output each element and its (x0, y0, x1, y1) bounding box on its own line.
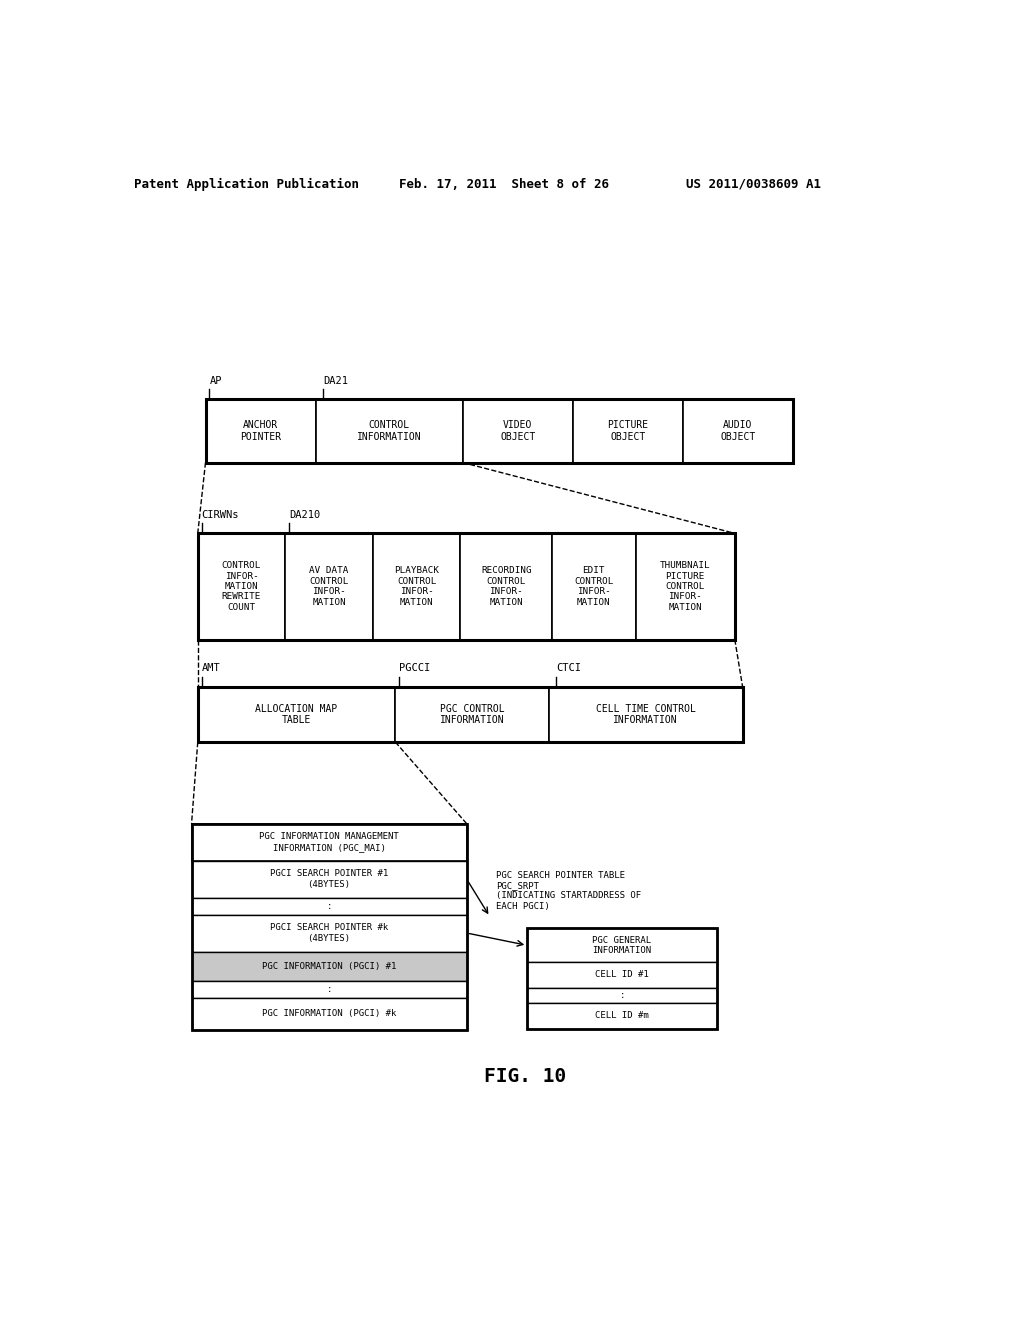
Text: CELL ID #m: CELL ID #m (595, 1011, 649, 1020)
FancyBboxPatch shape (527, 962, 717, 987)
FancyBboxPatch shape (191, 824, 467, 861)
FancyBboxPatch shape (636, 533, 735, 640)
Text: EDIT
CONTROL
INFOR-
MATION: EDIT CONTROL INFOR- MATION (574, 566, 613, 607)
Text: :: : (327, 902, 332, 911)
FancyBboxPatch shape (683, 400, 793, 462)
FancyBboxPatch shape (461, 533, 552, 640)
Text: ALLOCATION MAP
TABLE: ALLOCATION MAP TABLE (255, 704, 338, 725)
Text: PGC INFORMATION MANAGEMENT
INFORMATION (PGC_MAI): PGC INFORMATION MANAGEMENT INFORMATION (… (259, 833, 399, 851)
FancyBboxPatch shape (206, 400, 315, 462)
Text: AUDIO
OBJECT: AUDIO OBJECT (720, 420, 756, 442)
FancyBboxPatch shape (191, 998, 467, 1030)
FancyBboxPatch shape (286, 533, 373, 640)
Text: AV DATA
CONTROL
INFOR-
MATION: AV DATA CONTROL INFOR- MATION (309, 566, 349, 607)
Text: THUMBNAIL
PICTURE
CONTROL
INFOR-
MATION: THUMBNAIL PICTURE CONTROL INFOR- MATION (659, 561, 711, 611)
Text: RECORDING
CONTROL
INFOR-
MATION: RECORDING CONTROL INFOR- MATION (481, 566, 531, 607)
FancyBboxPatch shape (191, 915, 467, 952)
Text: CELL ID #1: CELL ID #1 (595, 970, 649, 979)
FancyBboxPatch shape (191, 898, 467, 915)
Text: US 2011/0038609 A1: US 2011/0038609 A1 (686, 178, 821, 190)
Text: CONTROL
INFOR-
MATION
REWRITE
COUNT: CONTROL INFOR- MATION REWRITE COUNT (222, 561, 261, 611)
FancyBboxPatch shape (191, 952, 467, 981)
Text: PLAYBACK
CONTROL
INFOR-
MATION: PLAYBACK CONTROL INFOR- MATION (394, 566, 439, 607)
Text: VIDEO
OBJECT: VIDEO OBJECT (500, 420, 536, 442)
Text: PGCI SEARCH POINTER #1
(4BYTES): PGCI SEARCH POINTER #1 (4BYTES) (270, 870, 388, 888)
Text: CONTROL
INFORMATION: CONTROL INFORMATION (356, 420, 422, 442)
Text: DA210: DA210 (289, 510, 321, 520)
Text: :: : (620, 991, 625, 999)
FancyBboxPatch shape (463, 400, 572, 462)
Text: DA21: DA21 (324, 376, 348, 385)
FancyBboxPatch shape (198, 686, 395, 742)
FancyBboxPatch shape (191, 861, 467, 898)
FancyBboxPatch shape (527, 987, 717, 1003)
FancyBboxPatch shape (315, 400, 463, 462)
FancyBboxPatch shape (572, 400, 683, 462)
Text: PGC INFORMATION (PGCI) #k: PGC INFORMATION (PGCI) #k (262, 1010, 396, 1018)
Text: PGC CONTROL
INFORMATION: PGC CONTROL INFORMATION (439, 704, 505, 725)
Text: PGC INFORMATION (PGCI) #1: PGC INFORMATION (PGCI) #1 (262, 962, 396, 970)
FancyBboxPatch shape (527, 1003, 717, 1028)
Text: Patent Application Publication: Patent Application Publication (134, 178, 359, 190)
Text: PGCI SEARCH POINTER #k
(4BYTES): PGCI SEARCH POINTER #k (4BYTES) (270, 923, 388, 942)
FancyBboxPatch shape (373, 533, 461, 640)
FancyBboxPatch shape (191, 981, 467, 998)
FancyBboxPatch shape (552, 533, 636, 640)
Text: AMT: AMT (202, 663, 220, 673)
FancyBboxPatch shape (198, 533, 286, 640)
FancyBboxPatch shape (395, 686, 549, 742)
Text: CTCI: CTCI (556, 663, 581, 673)
FancyBboxPatch shape (549, 686, 742, 742)
Text: CIRWNs: CIRWNs (202, 510, 240, 520)
Text: :: : (327, 985, 332, 994)
Text: PGC GENERAL
INFORMATION: PGC GENERAL INFORMATION (593, 936, 651, 956)
Text: FIG. 10: FIG. 10 (483, 1067, 566, 1086)
FancyBboxPatch shape (527, 928, 717, 962)
Text: PGC SEARCH POINTER TABLE
PGC_SRPT
(INDICATING STARTADDRESS OF
EACH PGCI): PGC SEARCH POINTER TABLE PGC_SRPT (INDIC… (496, 871, 641, 911)
Text: ANCHOR
POINTER: ANCHOR POINTER (240, 420, 281, 442)
Text: PICTURE
OBJECT: PICTURE OBJECT (607, 420, 648, 442)
Text: PGCCI: PGCCI (399, 663, 430, 673)
Text: Feb. 17, 2011  Sheet 8 of 26: Feb. 17, 2011 Sheet 8 of 26 (399, 178, 609, 190)
Text: AP: AP (209, 376, 222, 385)
Text: CELL TIME CONTROL
INFORMATION: CELL TIME CONTROL INFORMATION (596, 704, 695, 725)
